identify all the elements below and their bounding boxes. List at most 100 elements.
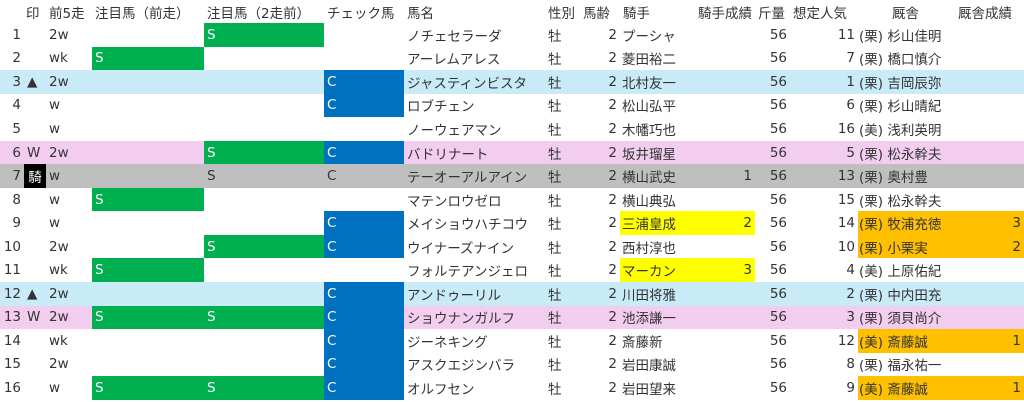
cell-horse-name[interactable]: ジャスティンビスタ xyxy=(407,75,528,92)
cell-age[interactable]: 2 xyxy=(608,50,617,67)
cell-popularity[interactable]: 5 xyxy=(846,144,855,161)
cell-number[interactable]: 15 xyxy=(3,356,21,373)
cell-horse-name[interactable]: ノーウェアマン xyxy=(407,122,502,139)
cell-number[interactable]: 11 xyxy=(3,262,21,279)
cell-weight[interactable]: 56 xyxy=(769,309,787,326)
cell-jockey[interactable]: 木幡巧也 xyxy=(622,122,676,139)
cell-horse-name[interactable]: テーオーアルアイン xyxy=(407,170,528,187)
cell-popularity[interactable]: 8 xyxy=(846,356,855,373)
cell-check[interactable]: C xyxy=(324,234,404,259)
cell-popularity[interactable]: 15 xyxy=(837,191,855,208)
cell-check[interactable]: C xyxy=(324,376,404,400)
cell-stable-score[interactable] xyxy=(955,47,1024,71)
cell-age[interactable]: 2 xyxy=(608,215,617,232)
cell-popularity[interactable]: 3 xyxy=(846,309,855,326)
cell-mark[interactable] xyxy=(24,47,46,71)
cell-focus-prev2[interactable]: S xyxy=(204,23,324,47)
cell-mark[interactable] xyxy=(24,188,46,212)
cell-age[interactable]: 2 xyxy=(608,332,617,349)
cell-stable[interactable]: (栗) 松永幹夫 xyxy=(859,193,942,210)
cell-check[interactable] xyxy=(324,47,404,71)
table-row[interactable]: 15 2w C アスクエジンバラ 牡 2 岩田康誠 56 8 (栗) 福永祐一 xyxy=(0,352,1024,377)
cell-popularity[interactable]: 6 xyxy=(846,97,855,114)
cell-horse-name[interactable]: アーレムアレス xyxy=(407,52,501,69)
cell-stable[interactable]: (栗) 杉山佳明 xyxy=(859,28,942,45)
cell-weight[interactable]: 56 xyxy=(769,285,787,302)
cell-weight[interactable]: 56 xyxy=(769,144,787,161)
cell-jockey[interactable]: マーカン xyxy=(620,258,700,283)
cell-stable-score[interactable] xyxy=(955,94,1024,118)
cell-stable[interactable]: (栗) 杉山晴紀 xyxy=(859,99,942,116)
cell-weight[interactable]: 56 xyxy=(769,262,787,279)
cell-stable-score[interactable] xyxy=(955,70,1024,94)
cell-age[interactable]: 2 xyxy=(608,379,617,396)
cell-jockey-score[interactable] xyxy=(700,117,755,141)
cell-focus-prev2[interactable] xyxy=(204,117,324,141)
cell-mark[interactable] xyxy=(24,23,46,47)
cell-popularity[interactable]: 13 xyxy=(837,168,855,185)
cell-sex[interactable]: 牡 xyxy=(548,75,562,92)
cell-sex[interactable]: 牡 xyxy=(548,381,562,398)
cell-mark[interactable] xyxy=(24,94,46,118)
cell-mark[interactable] xyxy=(24,117,46,141)
cell-weight[interactable]: 56 xyxy=(769,26,787,43)
table-row[interactable]: 14 wk C ジーネキング 牡 2 斎藤新 56 12 (美) 斎藤誠 1 xyxy=(0,329,1024,353)
cell-popularity[interactable]: 7 xyxy=(846,50,855,67)
cell-stable[interactable]: (栗) 中内田充 xyxy=(859,287,942,304)
cell-prev5[interactable]: wk xyxy=(49,50,68,67)
cell-sex[interactable]: 牡 xyxy=(548,193,562,210)
cell-stable[interactable]: (栗) 橋口慎介 xyxy=(859,52,942,69)
cell-sex[interactable]: 牡 xyxy=(548,170,562,187)
cell-age[interactable]: 2 xyxy=(608,168,617,185)
cell-check[interactable]: C xyxy=(324,140,404,165)
cell-weight[interactable]: 56 xyxy=(769,191,787,208)
cell-prev5[interactable]: wk xyxy=(49,262,68,279)
cell-jockey[interactable]: プーシャ xyxy=(622,28,676,45)
cell-jockey[interactable]: 松山弘平 xyxy=(622,99,676,116)
cell-check[interactable]: C xyxy=(327,168,337,185)
table-row[interactable]: 2 wk S アーレムアレス 牡 2 菱田裕二 56 7 (栗) 橋口慎介 xyxy=(0,46,1024,71)
cell-jockey[interactable]: 斎藤新 xyxy=(622,334,663,351)
table-row[interactable]: 13 W 2w S S C ショウナンガルフ牡 2 池添謙一 56 3 (栗) 須貝尚介 xyxy=(0,305,1024,330)
cell-mark[interactable]: 騎 xyxy=(24,164,46,188)
cell-mark[interactable]: W xyxy=(27,144,41,161)
cell-sex[interactable]: 牡 xyxy=(548,99,562,116)
cell-stable[interactable]: (美) 浅利英明 xyxy=(859,122,942,139)
cell-sex[interactable]: 牡 xyxy=(548,217,562,234)
cell-stable[interactable]: (美) 斎藤誠 xyxy=(858,376,955,400)
table-row[interactable]: 4 w C ロブチェン 牡 2 松山弘平 56 6 (栗) 杉山晴紀 xyxy=(0,93,1024,118)
cell-age[interactable]: 2 xyxy=(608,144,617,161)
cell-jockey[interactable]: 西村淳也 xyxy=(622,240,676,257)
cell-focus-prev2[interactable]: S xyxy=(204,140,324,165)
cell-stable-score[interactable] xyxy=(955,188,1024,212)
cell-jockey-score[interactable] xyxy=(700,188,755,212)
cell-prev5[interactable]: 2w xyxy=(49,309,69,326)
cell-jockey-score[interactable] xyxy=(700,94,755,118)
cell-jockey-score[interactable] xyxy=(700,141,755,165)
cell-sex[interactable]: 牡 xyxy=(548,358,562,375)
cell-weight[interactable]: 56 xyxy=(769,356,787,373)
cell-focus-prev2[interactable]: S xyxy=(207,168,216,185)
cell-focus-prev[interactable] xyxy=(92,235,204,259)
cell-check[interactable] xyxy=(324,23,404,47)
cell-focus-prev[interactable] xyxy=(92,282,204,306)
cell-horse-name[interactable]: バドリナート xyxy=(407,146,489,163)
cell-prev5[interactable]: w xyxy=(49,379,61,396)
cell-check[interactable]: C xyxy=(324,282,404,306)
cell-jockey-score[interactable]: 1 xyxy=(743,168,752,185)
cell-stable-score[interactable]: 1 xyxy=(955,376,1024,400)
cell-focus-prev[interactable]: S xyxy=(92,305,204,330)
table-row[interactable]: 16 w S S C オルフセン牡 2 岩田望来 56 9 (美) 斎藤誠 1 xyxy=(0,376,1024,400)
table-row[interactable]: 1 2w S ノチェセラーダ 牡 2 プーシャ 56 11 (栗) 杉山佳明 xyxy=(0,23,1024,47)
cell-number[interactable]: 3 xyxy=(12,73,21,90)
cell-mark[interactable] xyxy=(24,376,46,400)
cell-popularity[interactable]: 1 xyxy=(846,73,855,90)
cell-focus-prev2[interactable] xyxy=(204,282,324,306)
cell-age[interactable]: 2 xyxy=(608,285,617,302)
cell-age[interactable]: 2 xyxy=(608,356,617,373)
cell-focus-prev[interactable] xyxy=(92,164,204,188)
cell-number[interactable]: 14 xyxy=(3,332,21,349)
cell-stable-score[interactable] xyxy=(955,306,1024,330)
cell-weight[interactable]: 56 xyxy=(769,97,787,114)
cell-focus-prev[interactable]: S xyxy=(92,258,204,283)
